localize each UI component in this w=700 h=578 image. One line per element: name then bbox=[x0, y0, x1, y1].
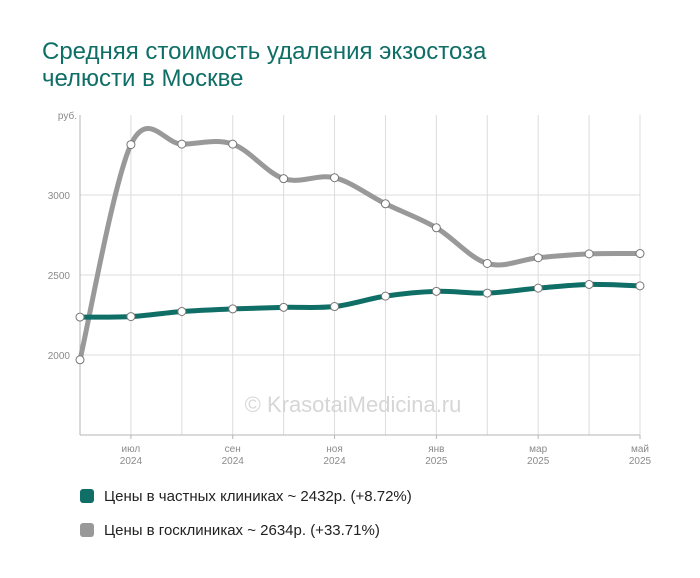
data-point-public bbox=[279, 174, 289, 184]
x-tick-label-month: мар bbox=[529, 444, 547, 455]
x-tick-label-month: ноя bbox=[326, 444, 343, 455]
series-line-private bbox=[77, 281, 643, 320]
legend-label-private: Цены в частных клиниках ~ 2432р. (+8.72%… bbox=[104, 487, 412, 505]
y-tick-label: 2500 bbox=[48, 271, 71, 282]
x-tick-label-month: сен bbox=[225, 444, 241, 455]
y-axis-unit-label: руб. bbox=[58, 110, 77, 122]
data-point-public bbox=[635, 249, 645, 259]
x-tick-label-month: июл bbox=[122, 444, 141, 455]
legend-item-private[interactable]: Цены в частных клиниках ~ 2432р. (+8.72%… bbox=[80, 486, 412, 506]
data-point-public bbox=[380, 199, 390, 209]
legend-swatch-private bbox=[80, 489, 94, 503]
data-point-public bbox=[228, 139, 238, 149]
series-layer bbox=[77, 126, 643, 363]
x-tick-label-year: 2025 bbox=[527, 456, 550, 467]
data-point-private bbox=[482, 288, 492, 298]
watermark: © KrasotaiMedicina.ru bbox=[245, 392, 462, 417]
data-point-public bbox=[126, 140, 136, 150]
y-tick-label: 2000 bbox=[48, 351, 71, 362]
legend-label-public: Цены в госклиниках ~ 2634р. (+33.71%) bbox=[104, 521, 380, 539]
data-point-private bbox=[635, 281, 645, 291]
data-point-public bbox=[533, 253, 543, 263]
y-tick-label: 3000 bbox=[48, 191, 71, 202]
data-point-private bbox=[533, 283, 543, 293]
data-point-public bbox=[431, 223, 441, 233]
x-tick-label-month: янв bbox=[428, 444, 444, 455]
x-tick-label-year: 2025 bbox=[425, 456, 448, 467]
data-point-public bbox=[75, 355, 85, 365]
data-point-public bbox=[482, 258, 492, 268]
data-point-private bbox=[228, 304, 238, 314]
legend-item-public[interactable]: Цены в госклиниках ~ 2634р. (+33.71%) bbox=[80, 520, 412, 540]
data-point-private bbox=[126, 312, 136, 322]
chart-title: Средняя стоимость удаления экзостоза чел… bbox=[42, 38, 602, 92]
data-point-public bbox=[584, 249, 594, 259]
data-point-private bbox=[177, 306, 187, 316]
data-point-public bbox=[330, 173, 340, 183]
points-layer bbox=[75, 139, 645, 365]
data-point-private bbox=[584, 279, 594, 289]
chart-legend: Цены в частных клиниках ~ 2432р. (+8.72%… bbox=[80, 486, 412, 554]
x-tick-label-year: 2025 bbox=[629, 456, 652, 467]
series-line-public bbox=[77, 126, 643, 363]
chart-title-line-1: Средняя стоимость удаления экзостоза bbox=[42, 38, 487, 65]
data-point-private bbox=[330, 302, 340, 312]
legend-swatch-public bbox=[80, 523, 94, 537]
x-tick-label-month: май bbox=[631, 444, 649, 455]
chart-title-line-2: челюсти в Москве bbox=[42, 65, 244, 92]
x-tick-label-year: 2024 bbox=[323, 456, 346, 467]
x-tick-label-year: 2024 bbox=[222, 456, 245, 467]
data-point-private bbox=[75, 312, 85, 322]
axis-layer: руб.200025003000июл2024сен2024ноя2024янв… bbox=[48, 110, 652, 467]
x-tick-label-year: 2024 bbox=[120, 456, 143, 467]
grid-layer bbox=[79, 115, 641, 435]
data-point-public bbox=[177, 139, 187, 149]
data-point-private bbox=[380, 291, 390, 301]
data-point-private bbox=[279, 302, 289, 312]
data-point-private bbox=[431, 286, 441, 296]
